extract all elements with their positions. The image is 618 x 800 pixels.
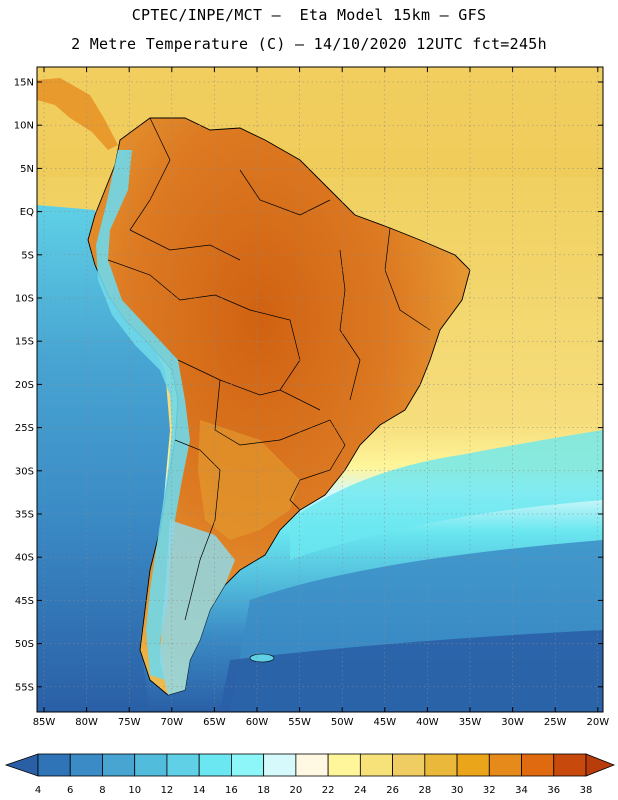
colorbar-label: 6	[67, 785, 73, 796]
colorbar-label: 32	[483, 785, 496, 796]
colorbar-swatch	[198, 753, 232, 777]
lon-label: 55W	[288, 717, 311, 728]
longitude-axis: 85W 80W 75W 70W 65W 60W 55W 50W 45W 40W 35W 30W 25W 2…	[33, 67, 609, 728]
colorbar-label: 16	[225, 785, 238, 796]
map-subtitle: 2 Metre Temperature (C) – 14/10/2020 12U…	[71, 35, 547, 53]
lat-label: 15N	[14, 78, 34, 89]
lat-label: 45S	[15, 596, 34, 607]
lon-label: 25W	[544, 717, 567, 728]
lat-label: 35S	[15, 510, 34, 521]
andes-range	[96, 150, 190, 680]
colorbar-label: 36	[547, 785, 560, 796]
lat-label: 55S	[15, 682, 34, 693]
colorbar-label: 22	[322, 785, 335, 796]
colorbar-swatch	[553, 753, 587, 777]
lon-label: 85W	[33, 717, 56, 728]
colorbar-label: 26	[386, 785, 399, 796]
map-frame	[36, 66, 604, 713]
colorbar-high-arrow	[585, 753, 616, 777]
colorbar-low-arrow	[4, 753, 39, 777]
lon-label: 45W	[373, 717, 396, 728]
colorbar-label: 38	[580, 785, 593, 796]
central-america	[37, 78, 118, 150]
lon-label: 35W	[459, 717, 482, 728]
colorbar-swatch	[295, 753, 329, 777]
patagonia	[160, 520, 235, 695]
lon-label: 20W	[586, 717, 609, 728]
colorbar-swatch	[37, 753, 71, 777]
lat-label: 20S	[15, 380, 34, 391]
lon-label: 80W	[75, 717, 98, 728]
colorbar-label: 18	[257, 785, 270, 796]
lat-label: 50S	[15, 639, 34, 650]
colorbar-swatch	[488, 753, 522, 777]
colorbar-swatch	[456, 753, 490, 777]
colorbar-label: 30	[451, 785, 464, 796]
lat-label: 30S	[15, 466, 34, 477]
colorbar-label: 10	[128, 785, 141, 796]
lat-label: 10N	[14, 121, 34, 132]
lat-label: EQ	[20, 207, 34, 218]
lon-label: 60W	[246, 717, 269, 728]
colorbar-label: 12	[161, 785, 174, 796]
colorbar-swatch	[359, 753, 393, 777]
colorbar-label: 4	[35, 785, 41, 796]
colorbar-label: 20	[290, 785, 303, 796]
colorbar-label: 28	[418, 785, 431, 796]
colorbar-swatch	[166, 753, 200, 777]
latitude-axis: 15N 10N 5N EQ 5S 10S 15S 20S 25S 30S 35S 40S 45S 50S 5…	[14, 78, 603, 693]
lat-label: 25S	[15, 423, 34, 434]
lon-label: 40W	[416, 717, 439, 728]
lat-label: 10S	[15, 294, 34, 305]
lat-label: 5N	[20, 164, 34, 175]
lon-label: 65W	[203, 717, 226, 728]
colorbar-swatch	[392, 753, 426, 777]
colorbar-swatch	[327, 753, 361, 777]
colorbar-swatch	[263, 753, 297, 777]
lon-label: 50W	[331, 717, 354, 728]
lat-label: 5S	[21, 250, 34, 261]
country-borders	[107, 117, 431, 621]
lat-label: 40S	[15, 553, 34, 564]
lon-label: 75W	[118, 717, 141, 728]
colorbar-label: 14	[193, 785, 206, 796]
colorbar-swatch	[231, 753, 265, 777]
colorbar: 4 6 8 10 12 14 16 18 20 22 24 26 28 30 32 34 36 38	[4, 753, 616, 796]
colorbar-label: 34	[515, 785, 528, 796]
colorbar-swatch	[69, 753, 103, 777]
map-title: CPTEC/INPE/MCT – Eta Model 15km – GFS	[131, 6, 487, 24]
colorbar-swatch	[521, 753, 555, 777]
lon-label: 30W	[501, 717, 524, 728]
lat-label: 15S	[15, 337, 34, 348]
colorbar-label: 8	[99, 785, 105, 796]
colorbar-swatch	[102, 753, 136, 777]
colorbar-swatch	[424, 753, 458, 777]
colorbar-swatch	[134, 753, 168, 777]
lon-label: 70W	[160, 717, 183, 728]
colorbar-label: 24	[354, 785, 367, 796]
